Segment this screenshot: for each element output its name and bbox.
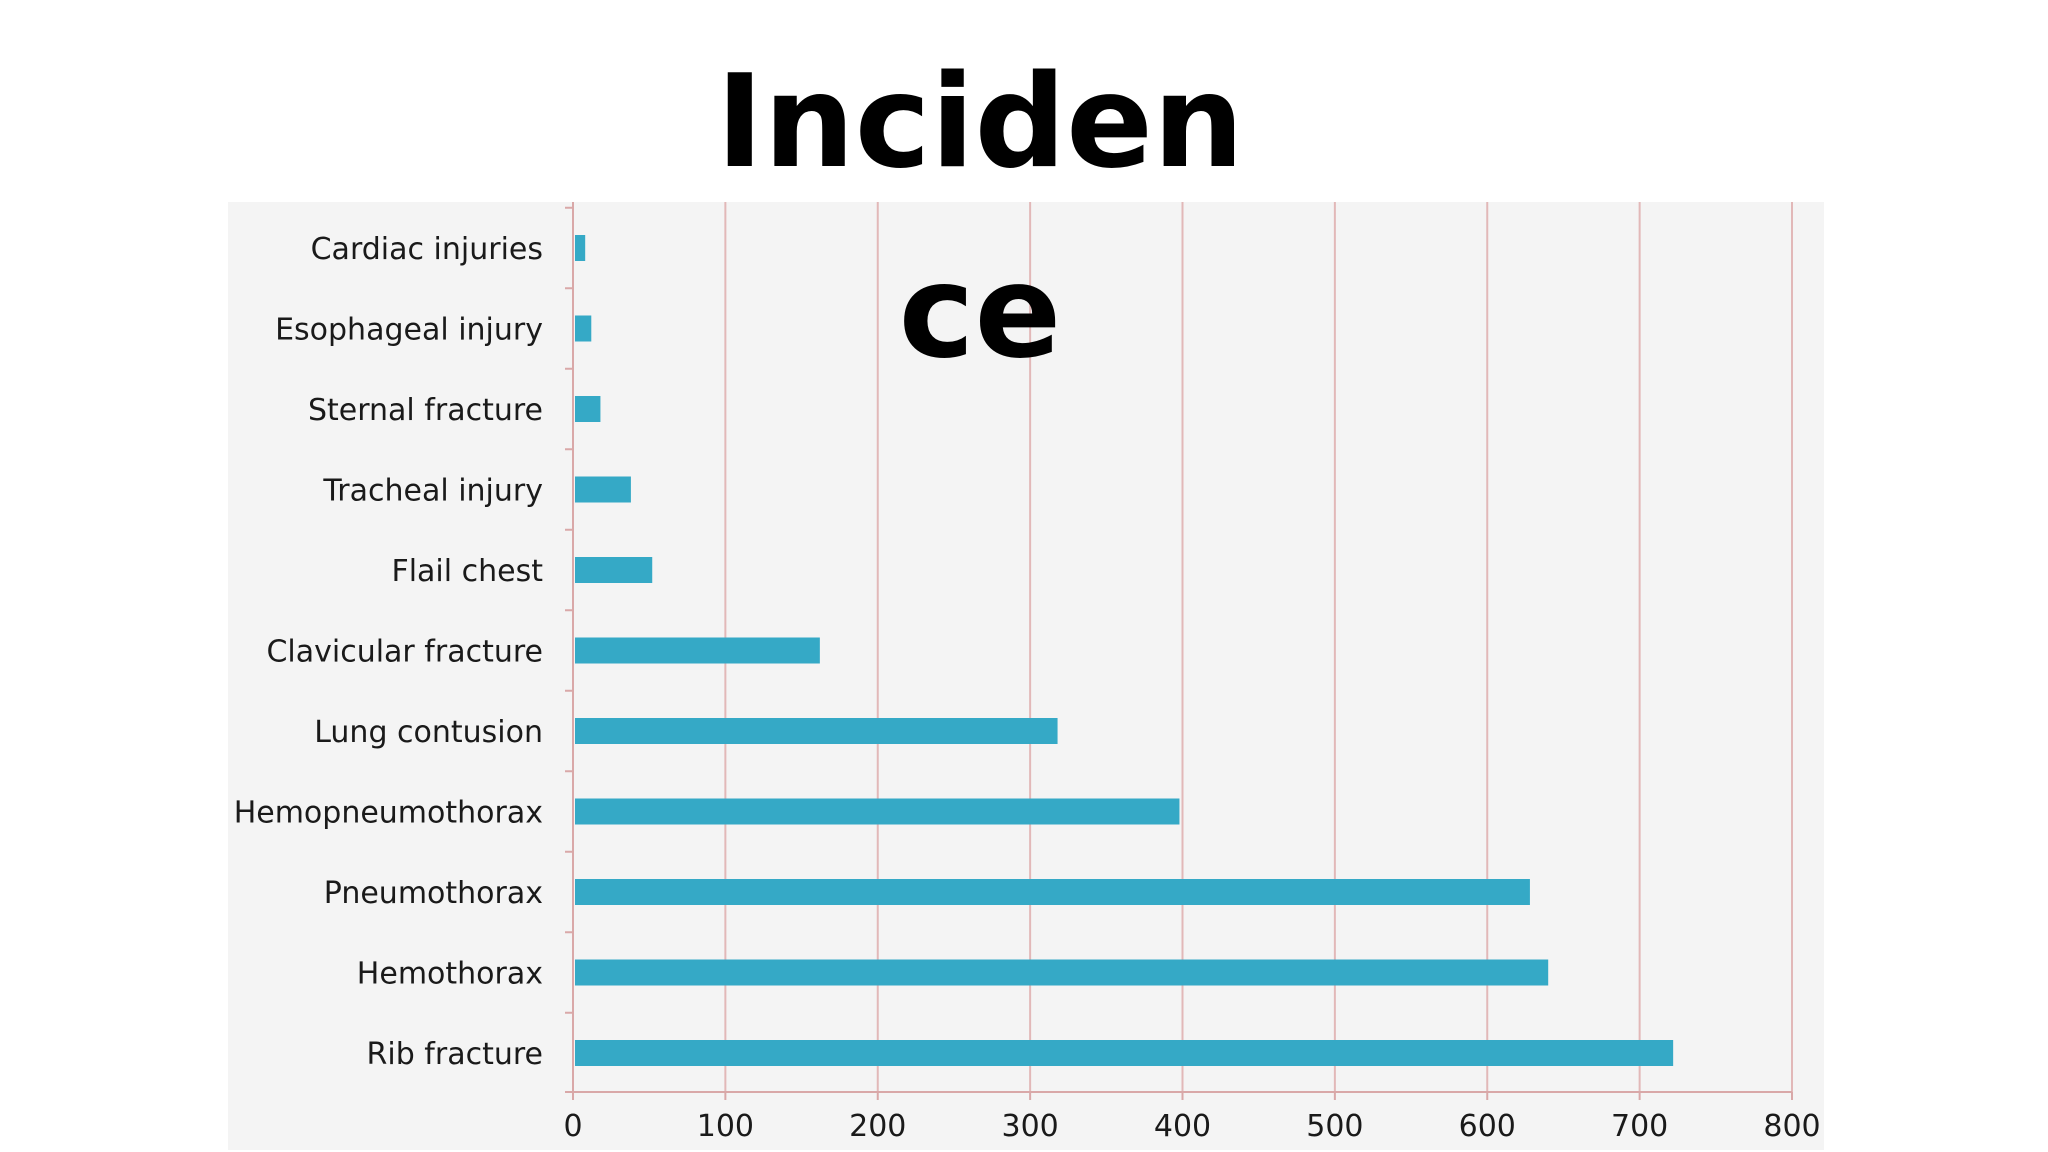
category-labels: Cardiac injuries Esophageal injury Sternal… [234,232,544,1072]
bar [575,637,820,664]
x-tick-label: 0 [563,1109,582,1144]
bar [575,959,1549,986]
x-tick-label: 700 [1611,1109,1668,1144]
x-tick-label: 400 [1154,1109,1211,1144]
bar [575,235,586,261]
x-tick-label: 100 [697,1109,754,1144]
category-label: Hemopneumothorax [234,796,543,831]
axes [565,202,1793,1100]
x-tick-labels: 0 100 200 300 400 500 600 700 800 [563,1109,1820,1144]
category-label: Clavicular fracture [266,635,543,670]
category-label: Pneumothorax [324,876,543,911]
bar [575,1040,1674,1066]
category-label: Lung contusion [314,715,543,750]
category-label: Cardiac injuries [311,232,543,267]
chart-panel: Cardiac injuries Esophageal injury Sternal… [228,202,1824,1150]
x-tick-label: 600 [1459,1109,1516,1144]
category-label: Flail chest [391,554,543,589]
bar [575,879,1530,905]
grid-lines [724,202,1793,1092]
category-label: Tracheal injury [322,474,543,509]
category-label: Rib fracture [367,1037,543,1072]
category-label: Esophageal injury [275,313,543,348]
x-tick-label: 500 [1306,1109,1363,1144]
bar [575,557,653,583]
bar [575,476,631,503]
category-label: Hemothorax [357,957,543,992]
bar [575,718,1058,744]
x-tick-label: 200 [849,1109,906,1144]
x-tick-label: 800 [1763,1109,1820,1144]
bar [575,315,592,342]
category-label: Sternal fracture [308,393,543,428]
bar-chart: Cardiac injuries Esophageal injury Sternal… [234,202,1821,1144]
x-tick-label: 300 [1001,1109,1058,1144]
bar [575,798,1180,825]
bars [575,235,1674,1066]
bar [575,396,601,422]
